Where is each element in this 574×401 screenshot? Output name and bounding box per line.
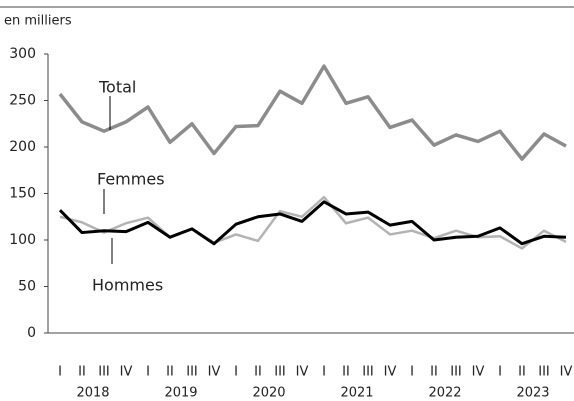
x-tick-label: I bbox=[146, 365, 150, 380]
x-tick-label: I bbox=[234, 365, 238, 380]
x-tick-label: I bbox=[322, 365, 326, 380]
series-line bbox=[59, 195, 567, 250]
y-tick-label: 0 bbox=[27, 325, 36, 341]
x-tick-label: I bbox=[410, 365, 414, 380]
series-label: Femmes bbox=[97, 170, 165, 189]
x-tick-label: I bbox=[58, 365, 62, 380]
series-label: Hommes bbox=[92, 276, 163, 295]
series-line bbox=[58, 64, 567, 161]
x-tick-label: II bbox=[78, 365, 86, 380]
x-tick-label: I bbox=[498, 365, 502, 380]
x-tick-label: II bbox=[518, 365, 526, 380]
x-tick-label: IV bbox=[296, 365, 309, 380]
year-label: 2019 bbox=[164, 386, 197, 401]
year-label: 2022 bbox=[428, 386, 461, 401]
x-tick-label: III bbox=[538, 365, 550, 380]
x-tick-label: IV bbox=[472, 365, 485, 380]
x-tick-label: III bbox=[450, 365, 462, 380]
x-tick-label: II bbox=[430, 365, 438, 380]
x-tick-label: IV bbox=[384, 365, 397, 380]
x-tick-label: IV bbox=[208, 365, 221, 380]
y-tick-label: 250 bbox=[9, 93, 36, 109]
x-tick-label: IV bbox=[560, 365, 573, 380]
series-line bbox=[58, 200, 567, 246]
year-label: 2023 bbox=[516, 386, 549, 401]
y-tick-label: 100 bbox=[9, 232, 36, 248]
y-tick-label: 200 bbox=[9, 139, 36, 155]
x-tick-label: II bbox=[342, 365, 350, 380]
x-tick-label: II bbox=[254, 365, 262, 380]
x-tick-label: III bbox=[98, 365, 110, 380]
x-tick-label: III bbox=[362, 365, 374, 380]
y-axis-label: en milliers bbox=[4, 14, 72, 29]
y-tick-label: 300 bbox=[9, 46, 36, 62]
y-tick-label: 150 bbox=[9, 186, 36, 202]
year-label: 2021 bbox=[340, 386, 373, 401]
x-tick-label: IV bbox=[120, 365, 133, 380]
y-tick-label: 50 bbox=[18, 279, 36, 295]
x-tick-label: III bbox=[274, 365, 286, 380]
year-label: 2020 bbox=[252, 386, 285, 401]
series-label: Total bbox=[98, 78, 136, 97]
year-label: 2018 bbox=[76, 386, 109, 401]
x-tick-label: II bbox=[166, 365, 174, 380]
x-tick-label: III bbox=[186, 365, 198, 380]
